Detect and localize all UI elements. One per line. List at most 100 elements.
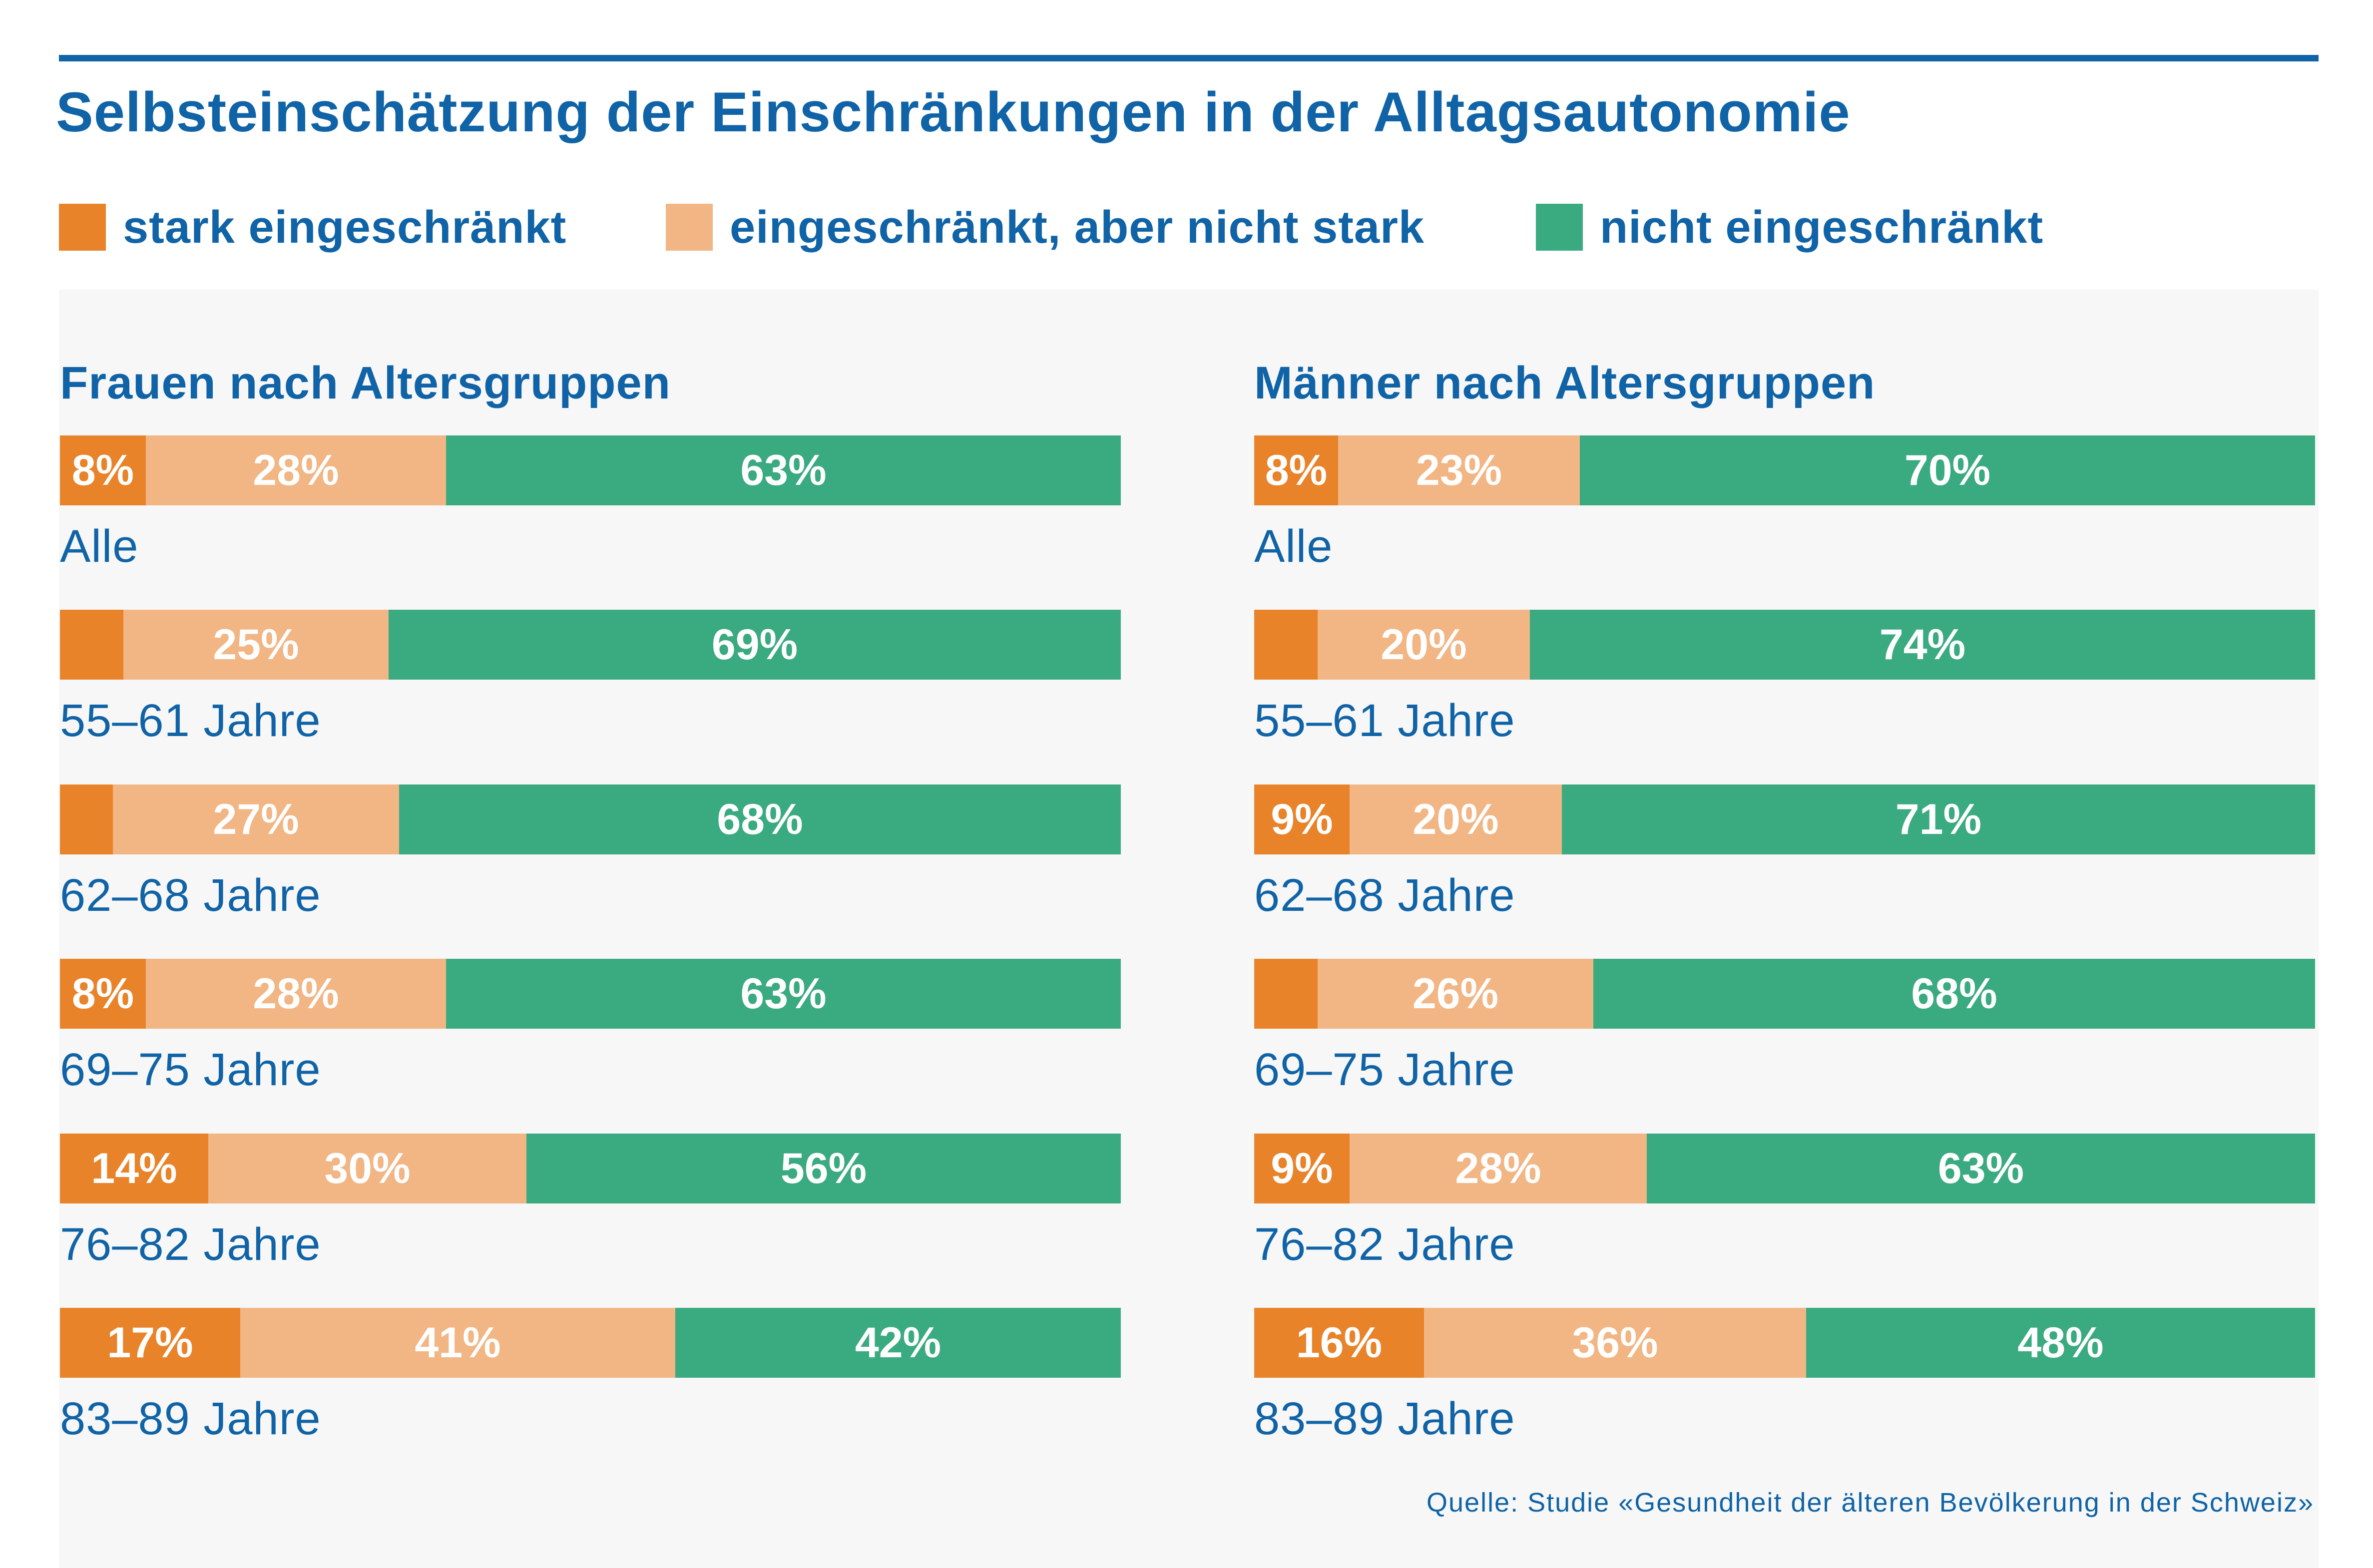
data-label: 26%: [1412, 969, 1499, 1018]
stacked-bar: 25% 69%: [60, 610, 1121, 680]
stacked-bar: 8% 28% 63%: [60, 435, 1121, 505]
legend-label: eingeschränkt, aber nicht stark: [730, 201, 1425, 253]
data-label: 56%: [780, 1144, 867, 1192]
bar-segment: 69%: [389, 610, 1121, 680]
category-label: 62–68 Jahre: [1254, 870, 1515, 921]
category-label: Alle: [60, 521, 139, 572]
bar-segment: 41%: [240, 1308, 675, 1378]
bar-segment: 63%: [446, 435, 1121, 505]
bar-segment: 23%: [1338, 435, 1580, 505]
bar-segment: 27%: [113, 784, 399, 854]
bar-segment: 17%: [60, 1308, 240, 1378]
legend-label: stark eingeschränkt: [123, 201, 567, 253]
bar-segment: 20%: [1350, 784, 1562, 854]
data-label: 20%: [1413, 795, 1499, 843]
category-label: 69–75 Jahre: [1254, 1044, 1515, 1095]
bar-segment: [60, 784, 113, 854]
bar-segment: 16%: [1254, 1308, 1424, 1378]
data-label: 20%: [1381, 620, 1467, 669]
category-label: 83–89 Jahre: [1254, 1393, 1515, 1444]
legend-item-eingeschraenkt: eingeschränkt, aber nicht stark: [666, 201, 1425, 253]
bar-segment: 20%: [1318, 610, 1530, 680]
category-label: 55–61 Jahre: [60, 695, 321, 746]
category-label: 83–89 Jahre: [60, 1393, 321, 1444]
data-label: 71%: [1895, 795, 1982, 843]
category-label: 62–68 Jahre: [60, 870, 321, 921]
data-label: 14%: [91, 1144, 177, 1192]
data-label: 17%: [107, 1318, 193, 1367]
top-rule: [59, 55, 2319, 61]
data-label: 63%: [740, 969, 827, 1018]
bar-segment: 28%: [146, 435, 446, 505]
bar-segment: 28%: [146, 959, 446, 1029]
bar-segment: 25%: [123, 610, 389, 680]
data-label: 68%: [717, 795, 803, 843]
data-label: 69%: [711, 620, 798, 669]
category-label: 76–82 Jahre: [1254, 1219, 1515, 1270]
legend-swatch: [666, 204, 713, 251]
bar-segment: 71%: [1562, 784, 2315, 854]
stacked-bar: 8% 23% 70%: [1254, 435, 2315, 505]
category-label: 76–82 Jahre: [60, 1219, 321, 1270]
legend-item-nicht: nicht eingeschränkt: [1536, 201, 2044, 253]
data-label: 25%: [213, 620, 299, 669]
bar-segment: 48%: [1806, 1308, 2315, 1378]
data-label: 8%: [1265, 446, 1328, 494]
bar-segment: [1254, 610, 1318, 680]
data-label: 8%: [71, 969, 134, 1018]
stacked-bar: 9% 20% 71%: [1254, 784, 2315, 854]
bar-segment: 36%: [1424, 1308, 1806, 1378]
bar-segment: 56%: [526, 1134, 1121, 1203]
bar-segment: 9%: [1254, 784, 1350, 854]
data-label: 74%: [1879, 620, 1966, 669]
data-label: 63%: [1937, 1144, 2024, 1192]
bar-segment: 68%: [399, 784, 1121, 854]
data-label: 9%: [1271, 795, 1333, 843]
bar-segment: 14%: [60, 1134, 208, 1203]
bar-segment: 8%: [60, 959, 146, 1029]
category-label: 69–75 Jahre: [60, 1044, 321, 1095]
stacked-bar: 8% 28% 63%: [60, 959, 1121, 1029]
legend-label: nicht eingeschränkt: [1600, 201, 2044, 253]
bar-segment: 70%: [1580, 435, 2315, 505]
stacked-bar: 16% 36% 48%: [1254, 1308, 2315, 1378]
stacked-bar: 9% 28% 63%: [1254, 1134, 2315, 1203]
panel-title-frauen: Frauen nach Altersgruppen: [60, 358, 671, 408]
data-label: 36%: [1572, 1318, 1658, 1367]
bar-segment: 8%: [60, 435, 146, 505]
data-label: 48%: [2017, 1318, 2104, 1367]
legend-swatch: [59, 204, 106, 251]
data-label: 68%: [1911, 969, 1997, 1018]
stacked-bar: 26% 68%: [1254, 959, 2315, 1029]
bar-segment: 30%: [208, 1134, 526, 1203]
category-label: 55–61 Jahre: [1254, 695, 1515, 746]
data-label: 30%: [324, 1144, 411, 1192]
data-label: 70%: [1904, 446, 1991, 494]
data-label: 8%: [71, 446, 134, 494]
bar-segment: 26%: [1318, 959, 1593, 1029]
data-label: 41%: [415, 1318, 501, 1367]
panel-title-maenner: Männer nach Altersgruppen: [1254, 358, 1876, 408]
bar-segment: [60, 610, 123, 680]
data-label: 23%: [1416, 446, 1502, 494]
category-label: Alle: [1254, 521, 1333, 572]
data-label: 28%: [253, 446, 339, 494]
stacked-bar: 14% 30% 56%: [60, 1134, 1121, 1203]
data-label: 27%: [213, 795, 299, 843]
bar-segment: 8%: [1254, 435, 1338, 505]
bar-segment: 28%: [1350, 1134, 1647, 1203]
bar-segment: 63%: [446, 959, 1121, 1029]
bar-segment: 9%: [1254, 1134, 1350, 1203]
legend-swatch: [1536, 204, 1583, 251]
data-label: 28%: [253, 969, 339, 1018]
stacked-bar: 17% 41% 42%: [60, 1308, 1121, 1378]
data-label: 28%: [1455, 1144, 1541, 1192]
data-label: 63%: [740, 446, 827, 494]
data-label: 42%: [855, 1318, 942, 1367]
data-label: 16%: [1296, 1318, 1383, 1367]
data-label: 9%: [1271, 1144, 1333, 1192]
stacked-bar: 27% 68%: [60, 784, 1121, 854]
source-note: Quelle: Studie «Gesundheit der älteren B…: [1426, 1488, 2314, 1518]
stacked-bar: 20% 74%: [1254, 610, 2315, 680]
bar-segment: 63%: [1647, 1134, 2315, 1203]
